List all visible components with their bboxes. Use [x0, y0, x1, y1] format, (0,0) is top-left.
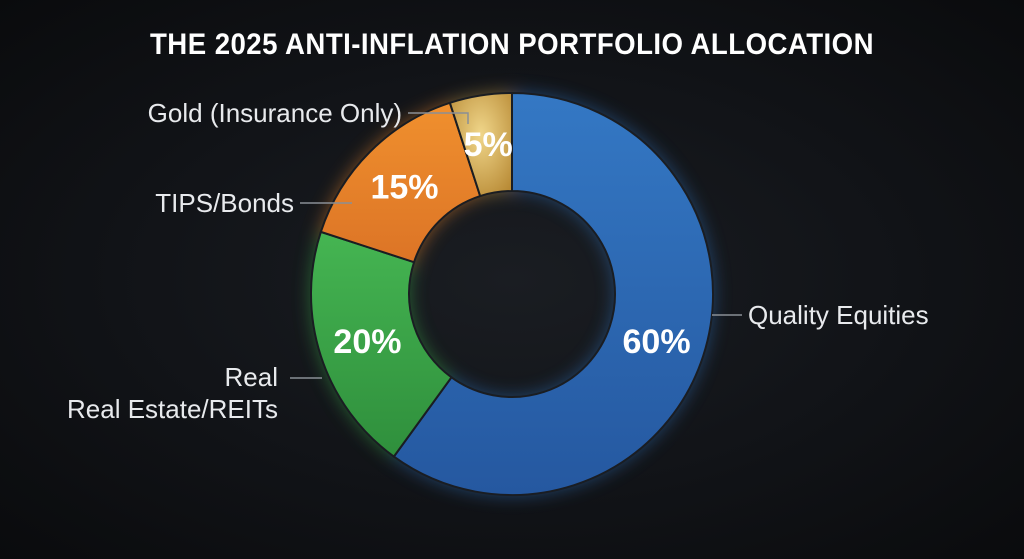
slice-real-estate-reits [310, 230, 453, 459]
slice-gold-insurance-only [448, 91, 513, 198]
category-label-prefix-real-estate-reits: Real [225, 362, 278, 392]
slice-quality-equities [392, 91, 714, 496]
category-label-quality-equities: Quality Equities [748, 300, 929, 330]
category-label-real-estate-reits: Real Estate/REITs [67, 394, 278, 424]
value-label-gold-insurance-only: 5% [464, 126, 513, 164]
category-label-tips-bonds: TIPS/Bonds [155, 188, 294, 218]
chart-title: THE 2025 ANTI-INFLATION PORTFOLIO ALLOCA… [149, 28, 875, 61]
slice-tips-bonds [319, 101, 482, 264]
category-label-gold-insurance-only: Gold (Insurance Only) [148, 98, 402, 128]
value-label-quality-equities: 60% [623, 323, 691, 361]
value-label-tips-bonds: 15% [370, 169, 438, 207]
value-label-real-estate-reits: 20% [333, 323, 401, 361]
leader-line-gold-insurance-only [408, 112, 469, 124]
